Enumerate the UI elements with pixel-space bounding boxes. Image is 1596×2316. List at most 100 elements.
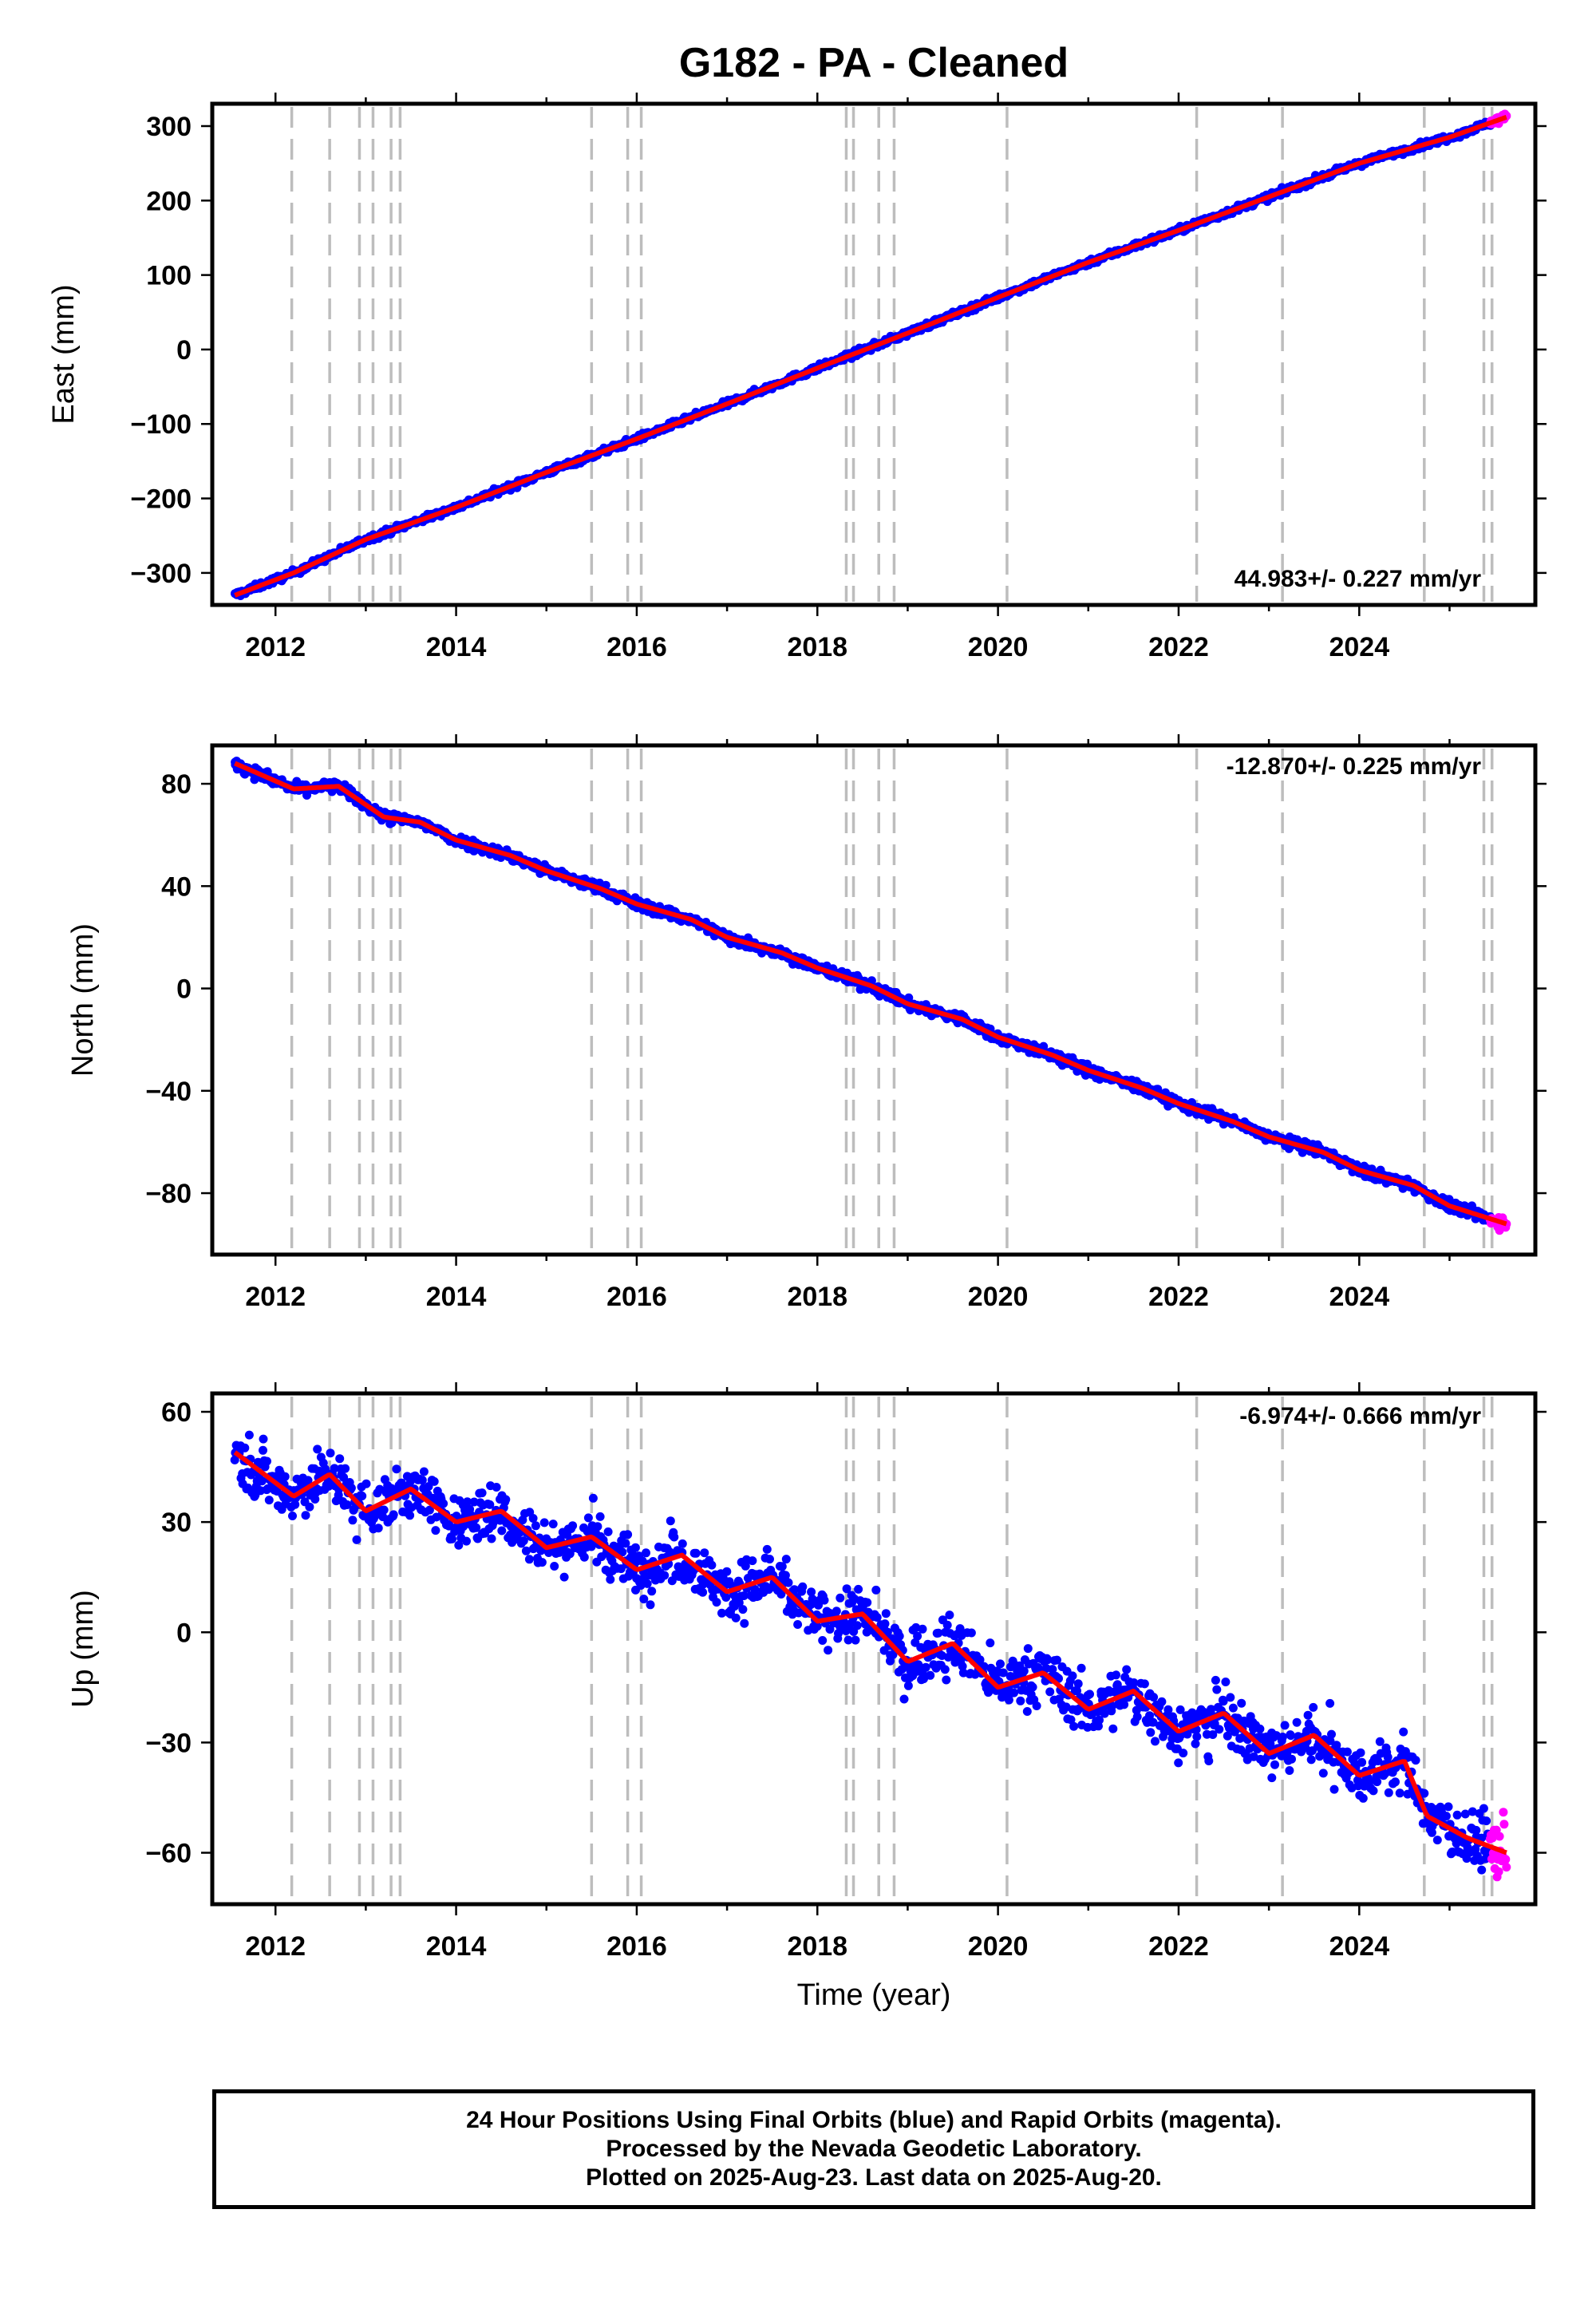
up-point [915, 1662, 924, 1671]
up-point [739, 1591, 749, 1600]
east-y-tick-label: −200 [130, 484, 192, 515]
up-point [921, 1662, 930, 1672]
up-point [1032, 1701, 1041, 1710]
up-point [1278, 1733, 1287, 1741]
up-point [240, 1443, 250, 1452]
east-x-tick-label: 2022 [1148, 632, 1209, 662]
up-point [1211, 1675, 1220, 1685]
up-point [346, 1484, 356, 1492]
up-point [1174, 1758, 1183, 1768]
up-point [431, 1526, 440, 1535]
up-point [913, 1631, 922, 1641]
up-point [548, 1520, 558, 1529]
up-point [1207, 1705, 1216, 1714]
up-point [1285, 1766, 1294, 1775]
up-point [1365, 1777, 1374, 1786]
up-y-tick-label: 30 [161, 1508, 192, 1538]
north-y-tick-label: −40 [145, 1077, 192, 1107]
up-point [565, 1549, 575, 1559]
up-y-tick-label: 60 [161, 1397, 192, 1428]
up-point [888, 1650, 898, 1659]
up-point [1028, 1682, 1037, 1692]
up-point [621, 1539, 630, 1548]
up-point [603, 1527, 613, 1536]
up-point [539, 1518, 549, 1528]
east-y-tick-label: 300 [146, 112, 192, 142]
up-point [1066, 1715, 1076, 1725]
up-point [883, 1627, 892, 1637]
up-x-tick-label: 2012 [245, 1931, 306, 1962]
up-point [642, 1579, 652, 1588]
up-point [230, 1455, 239, 1464]
up-point [1048, 1665, 1057, 1674]
up-point [942, 1675, 951, 1685]
up-point [1043, 1655, 1053, 1665]
up-point [1432, 1836, 1442, 1845]
up-point [903, 1681, 913, 1690]
up-point [966, 1628, 976, 1638]
up-point [1482, 1816, 1491, 1826]
up-rapid-point [1499, 1820, 1509, 1829]
up-point [1358, 1793, 1368, 1803]
up-point [259, 1434, 268, 1444]
east-y-tick-label: 0 [176, 335, 192, 366]
up-plot-frame [210, 1391, 1538, 1907]
up-point [1151, 1737, 1159, 1746]
up-point [439, 1499, 448, 1508]
up-point [824, 1646, 833, 1655]
up-point [1023, 1644, 1033, 1654]
up-point [1077, 1663, 1086, 1673]
up-y-axis-label: Up (mm) [66, 1590, 100, 1708]
up-point [1148, 1717, 1158, 1727]
up-point [339, 1472, 349, 1482]
up-point [678, 1539, 687, 1548]
up-point [942, 1620, 952, 1630]
up-point [244, 1430, 254, 1440]
up-point [1292, 1717, 1302, 1727]
up-y-tick-label: −60 [145, 1839, 192, 1869]
up-point [863, 1598, 872, 1607]
up-point [259, 1445, 267, 1455]
up-point [986, 1638, 995, 1648]
up-point [454, 1540, 464, 1550]
up-point [595, 1512, 605, 1521]
up-point [1163, 1705, 1173, 1714]
north-panel: 2012 2014 2016 2018 2020 2022 2024 −80 −40 0 40 80 N… [66, 734, 1547, 1312]
north-x-tick-label: 2022 [1148, 1282, 1209, 1312]
footer-line-2: Processed by the Nevada Geodetic Laborat… [606, 2136, 1142, 2162]
up-point [1100, 1709, 1109, 1718]
up-y-tick-label: 0 [176, 1618, 192, 1648]
up-point [1303, 1710, 1313, 1720]
up-point [1411, 1756, 1420, 1765]
up-point [872, 1613, 882, 1622]
up-point [389, 1510, 398, 1520]
up-point [660, 1571, 670, 1580]
up-point [342, 1500, 352, 1509]
up-point [290, 1500, 300, 1509]
north-y-tick-label: 0 [176, 974, 192, 1005]
up-x-tick-label: 2022 [1148, 1931, 1209, 1962]
up-point [998, 1668, 1008, 1678]
up-point [776, 1590, 786, 1599]
up-point [348, 1516, 358, 1525]
up-point [1073, 1679, 1083, 1689]
up-panel: 2012 2014 2016 2018 2020 2022 2024 −60 −30 0 30 60 U… [66, 1382, 1547, 2012]
up-point [1420, 1788, 1429, 1798]
up-point [257, 1476, 267, 1486]
up-point [1255, 1724, 1265, 1733]
up-point [1112, 1680, 1122, 1690]
up-point [793, 1620, 803, 1629]
up-y-tick-label: −30 [145, 1728, 192, 1758]
up-point [1221, 1678, 1231, 1686]
up-point [335, 1454, 345, 1464]
up-point [326, 1448, 335, 1458]
up-point [1237, 1698, 1246, 1708]
north-rate-label: -12.870+/- 0.225 mm/yr [1227, 753, 1482, 780]
up-point [750, 1584, 760, 1594]
north-y-axis-label: North (mm) [66, 923, 100, 1077]
up-point [1356, 1748, 1365, 1757]
up-point [717, 1608, 726, 1618]
up-point [1157, 1697, 1167, 1706]
up-point [361, 1479, 371, 1488]
up-point [550, 1562, 559, 1571]
